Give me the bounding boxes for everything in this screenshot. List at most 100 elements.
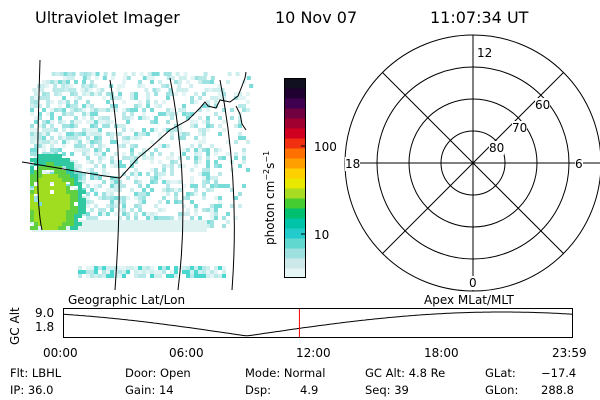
image-pixel xyxy=(170,108,174,112)
image-pixel xyxy=(38,194,42,198)
image-pixel xyxy=(74,80,78,84)
image-pixel xyxy=(178,124,182,128)
image-pixel xyxy=(34,132,38,136)
image-pixel xyxy=(190,120,194,124)
image-pixel xyxy=(154,204,158,208)
image-pixel xyxy=(30,170,34,174)
image-pixel xyxy=(63,72,68,76)
image-pixel xyxy=(186,274,190,278)
image-pixel xyxy=(154,270,158,274)
image-pixel xyxy=(102,192,106,196)
image-pixel xyxy=(74,222,78,226)
image-pixel xyxy=(34,218,38,222)
colorbar-cell xyxy=(284,158,306,169)
colorbar-cell xyxy=(284,108,306,119)
image-pixel xyxy=(142,148,146,152)
image-pixel xyxy=(38,140,42,144)
image-pixel xyxy=(166,128,170,132)
image-pixel xyxy=(102,180,106,184)
image-pixel xyxy=(50,206,54,210)
image-pixel xyxy=(82,76,87,80)
image-pixel xyxy=(50,116,54,120)
image-pixel xyxy=(106,274,110,278)
image-pixel xyxy=(202,176,206,180)
image-pixel xyxy=(78,176,82,180)
image-pixel xyxy=(102,196,106,200)
image-pixel xyxy=(146,212,150,216)
image-pixel xyxy=(121,84,126,88)
app-title: Ultraviolet Imager xyxy=(35,8,180,27)
image-pixel xyxy=(198,76,203,80)
image-pixel xyxy=(66,206,70,210)
image-pixel xyxy=(174,196,178,200)
image-pixel xyxy=(46,178,50,182)
image-pixel xyxy=(82,116,86,120)
image-pixel xyxy=(198,266,202,270)
image-pixel xyxy=(54,186,58,190)
image-pixel xyxy=(162,266,166,270)
image-pixel xyxy=(210,208,214,212)
image-pixel xyxy=(42,182,46,186)
image-pixel xyxy=(182,184,186,188)
image-pixel xyxy=(203,72,208,76)
image-pixel xyxy=(194,152,198,156)
image-pixel xyxy=(82,198,86,202)
image-pixel xyxy=(91,72,96,76)
image-pixel xyxy=(123,72,128,76)
colorbar-cell xyxy=(284,268,306,279)
image-pixel xyxy=(222,266,226,270)
image-pixel xyxy=(194,192,198,196)
glat-value: −17.4 xyxy=(541,366,577,380)
image-pixel xyxy=(130,266,134,270)
image-pixel xyxy=(50,218,54,222)
image-pixel xyxy=(138,172,142,176)
image-pixel xyxy=(86,140,90,144)
image-pixel xyxy=(182,76,187,80)
image-pixel xyxy=(38,174,42,178)
image-pixel xyxy=(70,226,74,230)
image-pixel xyxy=(74,164,78,168)
image-pixel xyxy=(194,208,198,212)
image-pixel xyxy=(46,222,50,226)
image-pixel xyxy=(118,180,122,184)
image-pixel xyxy=(170,152,174,156)
image-pixel xyxy=(34,178,38,182)
image-pixel xyxy=(202,270,206,274)
image-pixel xyxy=(34,120,38,124)
image-pixel xyxy=(202,128,206,132)
image-pixel xyxy=(222,96,226,100)
image-pixel xyxy=(46,112,50,116)
image-pixel xyxy=(226,152,230,156)
image-pixel xyxy=(66,158,70,162)
image-pixel xyxy=(170,112,174,116)
image-pixel xyxy=(214,104,218,108)
image-pixel xyxy=(218,132,222,136)
image-pixel xyxy=(246,92,250,96)
image-pixel xyxy=(90,104,94,108)
image-pixel xyxy=(82,206,86,210)
image-pixel xyxy=(34,214,38,218)
image-pixel xyxy=(238,92,242,96)
image-pixel xyxy=(174,200,178,204)
image-pixel xyxy=(214,270,218,274)
image-pixel xyxy=(218,204,222,208)
image-pixel xyxy=(242,108,246,112)
colorbar-cell xyxy=(284,168,306,179)
image-pixel xyxy=(110,140,114,144)
image-pixel xyxy=(154,120,158,124)
image-pixel xyxy=(78,202,82,206)
image-pixel xyxy=(94,120,98,124)
image-pixel xyxy=(198,108,202,112)
image-pixel xyxy=(114,140,118,144)
image-pixel xyxy=(186,80,190,84)
image-pixel xyxy=(106,212,110,216)
image-pixel xyxy=(62,210,66,214)
image-pixel xyxy=(234,92,238,96)
image-pixel xyxy=(214,148,218,152)
image-pixel xyxy=(174,92,178,96)
image-pixel xyxy=(166,180,170,184)
image-pixel xyxy=(42,144,46,148)
image-pixel xyxy=(62,202,66,206)
image-pixel xyxy=(138,266,142,270)
image-pixel xyxy=(42,186,46,190)
